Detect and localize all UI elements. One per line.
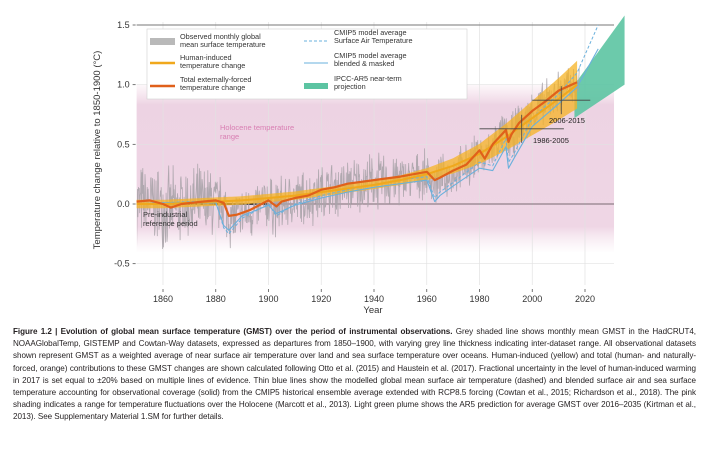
holocene-label-2: range [220, 132, 239, 141]
period-label-2006-2015: 2006-2015 [549, 116, 585, 125]
y-tick-label: 1.5 [117, 20, 130, 30]
cmip5-sat-line [136, 24, 599, 235]
y-axis-label: Temperature change relative to 1850-1900… [92, 51, 103, 250]
gmst-chart: 1860 1880 1900 1920 1940 1960 1980 2000 2020 -0.5… [92, 15, 625, 316]
x-tick-label: 1920 [311, 294, 331, 304]
series-lines [136, 24, 599, 235]
holocene-label: Holocene temperature [220, 123, 294, 132]
x-tick-label: 1900 [258, 294, 278, 304]
y-tick-label: 0.0 [117, 199, 130, 209]
caption-lead: Figure 1.2 | Evolution of global mean su… [13, 327, 453, 336]
legend-label-human-2: temperature change [180, 61, 245, 70]
ar5-plume [574, 15, 625, 119]
x-tick-label: 1940 [364, 294, 384, 304]
legend-label-total-2: temperature change [180, 83, 245, 92]
x-tick-label: 2000 [522, 294, 542, 304]
total-forced-line [136, 81, 578, 217]
legend-label-cmip5-blended-2: blended & masked [334, 59, 394, 68]
legend-label-ar5: IPCC-AR5 near-term [334, 74, 402, 83]
legend-label-cmip5-sat: CMIP5 model average [334, 28, 407, 37]
legend-label-observed: Observed monthly global [180, 32, 261, 41]
preindustrial-label: Pre-industrial [143, 210, 188, 219]
axes: 1860 1880 1900 1920 1940 1960 1980 2000 2020 -0.5… [114, 20, 595, 304]
period-label-1986-2005: 1986-2005 [533, 136, 569, 145]
x-tick-label: 1860 [153, 294, 173, 304]
legend-label-cmip5-sat-2: Surface Air Temperature [334, 36, 413, 45]
caption-body: Grey shaded line shows monthly mean GMST… [13, 327, 696, 422]
legend-label-total: Total externally-forced [180, 75, 251, 84]
legend-label-human: Human-induced [180, 53, 232, 62]
y-tick-label: 0.5 [117, 139, 130, 149]
legend-label-cmip5-blended: CMIP5 model average [334, 51, 407, 60]
legend-swatch-ar5 [304, 83, 328, 89]
cmip5-blended-line [136, 48, 599, 231]
period-average-crosses [479, 86, 591, 143]
legend: Observed monthly global mean surface tem… [146, 28, 468, 100]
ar5-projection-plume [574, 15, 625, 119]
legend-swatch-observed [150, 38, 175, 45]
y-tick-label: -0.5 [114, 259, 130, 269]
legend-label-observed-2: mean surface temperature [180, 40, 266, 49]
preindustrial-label-2: reference period [143, 219, 198, 228]
figure-caption: Figure 1.2 | Evolution of global mean su… [13, 326, 696, 424]
legend-label-ar5-2: projection [334, 82, 366, 91]
y-tick-label: 1.0 [117, 80, 130, 90]
x-tick-label: 2020 [575, 294, 595, 304]
x-tick-label: 1980 [469, 294, 489, 304]
x-axis-label: Year [363, 305, 382, 316]
x-tick-label: 1880 [206, 294, 226, 304]
x-tick-label: 1960 [417, 294, 437, 304]
